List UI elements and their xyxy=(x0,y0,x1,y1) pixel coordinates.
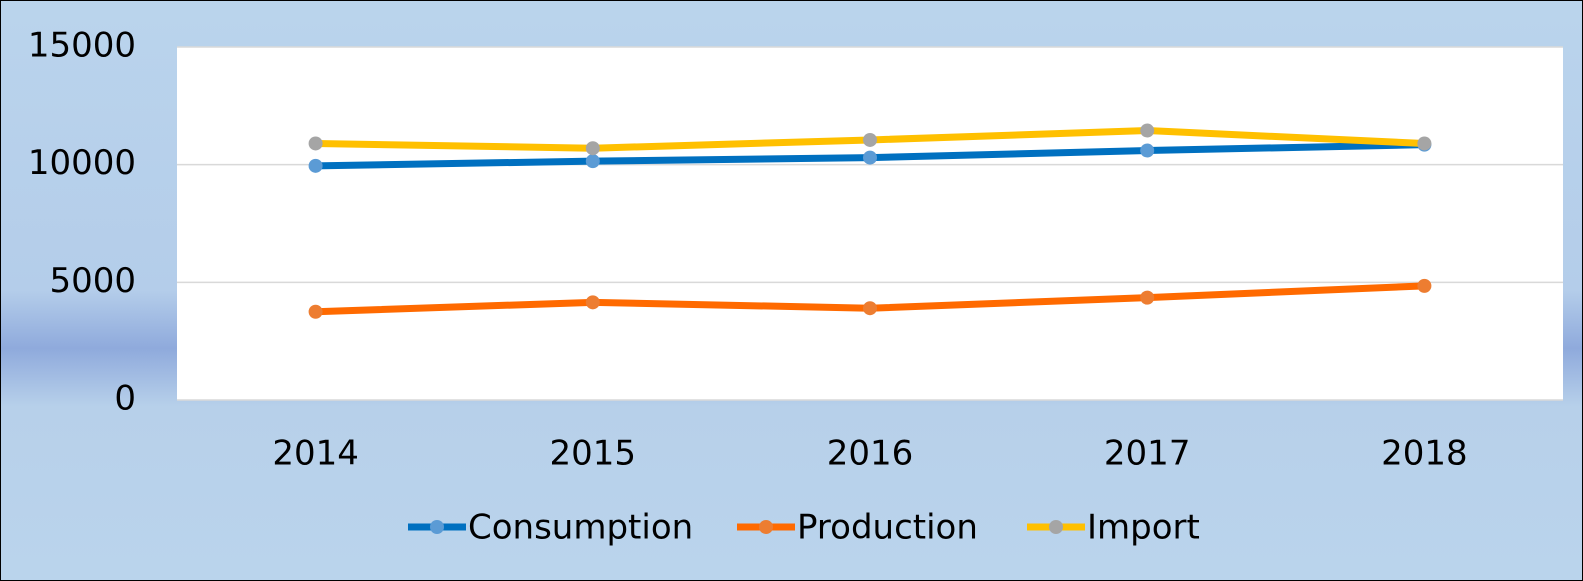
legend-marker xyxy=(430,520,444,534)
y-tick-label: 15000 xyxy=(28,26,136,66)
legend-label: Consumption xyxy=(468,508,693,548)
plot-area xyxy=(177,47,1563,400)
marker xyxy=(863,301,877,316)
y-tick-label: 10000 xyxy=(28,143,136,183)
legend-marker xyxy=(1049,520,1063,534)
marker xyxy=(308,158,323,173)
marker xyxy=(585,295,600,310)
marker xyxy=(1417,278,1432,293)
marker xyxy=(1140,290,1155,305)
marker xyxy=(1417,136,1432,151)
marker xyxy=(585,141,600,156)
x-tick-label: 2015 xyxy=(550,434,637,474)
legend-marker xyxy=(759,520,773,534)
marker xyxy=(863,150,877,165)
legend-label: Import xyxy=(1087,508,1200,548)
marker xyxy=(308,304,323,319)
marker xyxy=(1140,123,1155,138)
x-tick-label: 2017 xyxy=(1104,434,1191,474)
y-tick-label: 5000 xyxy=(49,261,136,301)
marker xyxy=(585,154,600,169)
marker xyxy=(308,136,323,151)
y-tick-label: 0 xyxy=(114,379,136,419)
x-tick-label: 2018 xyxy=(1381,434,1468,474)
x-tick-label: 2016 xyxy=(827,434,914,474)
legend-label: Production xyxy=(797,508,978,548)
marker xyxy=(863,132,877,147)
x-tick-label: 2014 xyxy=(272,434,359,474)
marker xyxy=(1140,143,1155,158)
